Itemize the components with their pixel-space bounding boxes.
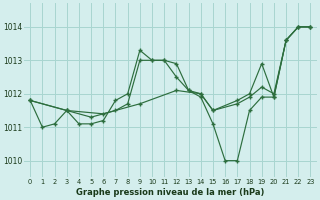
X-axis label: Graphe pression niveau de la mer (hPa): Graphe pression niveau de la mer (hPa) xyxy=(76,188,265,197)
